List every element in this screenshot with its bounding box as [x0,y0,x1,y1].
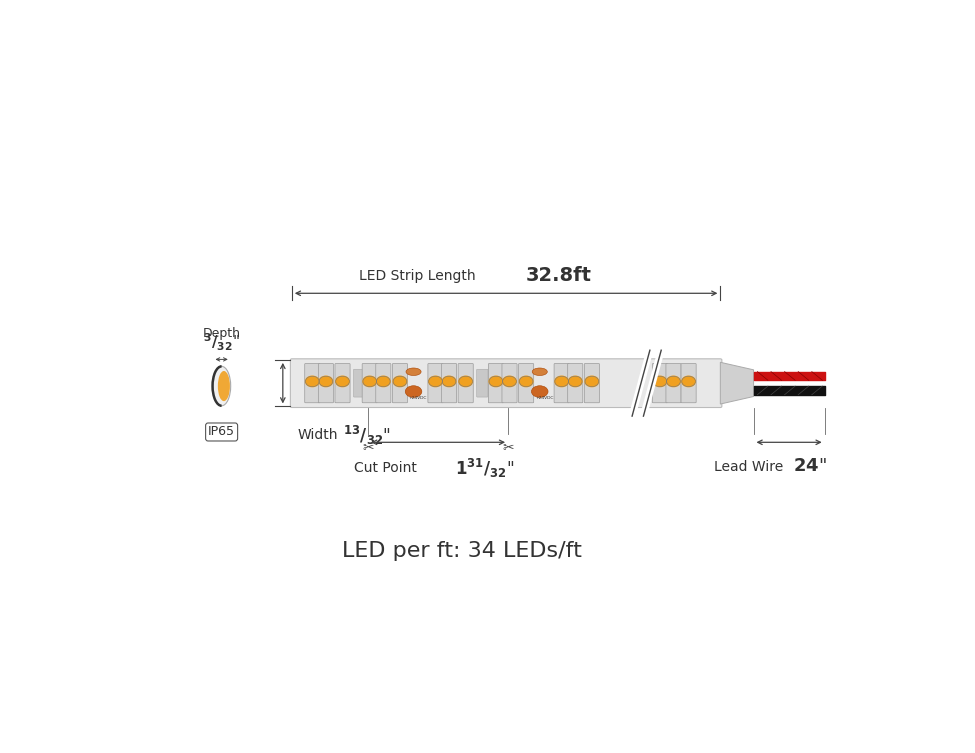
Ellipse shape [406,368,421,376]
Circle shape [503,376,517,386]
Text: LED Strip Length: LED Strip Length [359,269,476,283]
Text: ✂: ✂ [363,441,374,455]
Text: $\mathbf{1^{31}/_{32}}$": $\mathbf{1^{31}/_{32}}$" [455,457,515,480]
Circle shape [585,376,599,386]
Circle shape [335,376,349,386]
FancyBboxPatch shape [567,364,583,403]
FancyBboxPatch shape [291,359,722,407]
Circle shape [429,376,443,386]
FancyBboxPatch shape [354,369,365,397]
FancyBboxPatch shape [428,364,443,403]
FancyBboxPatch shape [335,364,350,403]
FancyBboxPatch shape [681,364,696,403]
Circle shape [568,376,582,386]
FancyBboxPatch shape [458,364,473,403]
Circle shape [667,376,681,386]
Ellipse shape [532,368,547,376]
Ellipse shape [531,386,548,398]
Circle shape [393,376,407,386]
Circle shape [555,376,568,386]
Circle shape [376,376,390,386]
Text: 32.8ft: 32.8ft [526,267,592,285]
Polygon shape [721,362,754,404]
FancyBboxPatch shape [375,364,391,403]
Ellipse shape [217,371,230,401]
Text: ✂: ✂ [502,441,514,455]
Text: Lead Wire: Lead Wire [714,459,783,474]
FancyBboxPatch shape [488,364,503,403]
Text: Cut Point: Cut Point [354,461,417,475]
Circle shape [520,376,533,386]
Circle shape [305,376,319,386]
Text: +24VDC: +24VDC [535,396,554,400]
Ellipse shape [406,386,422,398]
Ellipse shape [213,367,231,406]
FancyBboxPatch shape [554,364,569,403]
Text: +24VDC: +24VDC [409,396,427,400]
Text: Width: Width [298,428,338,443]
FancyBboxPatch shape [305,364,320,403]
Circle shape [489,376,503,386]
FancyBboxPatch shape [584,364,600,403]
Circle shape [682,376,695,386]
Text: LED per ft: 34 LEDs/ft: LED per ft: 34 LEDs/ft [342,541,582,561]
FancyBboxPatch shape [519,364,533,403]
Circle shape [459,376,473,386]
Text: $\mathbf{24}$": $\mathbf{24}$" [794,457,827,475]
Circle shape [653,376,667,386]
Circle shape [443,376,456,386]
Text: $\mathbf{^{13}/_{32}}$": $\mathbf{^{13}/_{32}}$" [343,424,391,447]
FancyBboxPatch shape [362,364,377,403]
FancyBboxPatch shape [666,364,681,403]
FancyBboxPatch shape [318,364,333,403]
FancyBboxPatch shape [652,364,668,403]
FancyBboxPatch shape [502,364,517,403]
FancyBboxPatch shape [392,364,408,403]
FancyBboxPatch shape [442,364,456,403]
Text: Depth: Depth [203,327,241,340]
FancyBboxPatch shape [477,369,488,397]
Circle shape [363,376,376,386]
Text: $\mathbf{^3/_{32}}$": $\mathbf{^3/_{32}}$" [203,331,240,353]
Circle shape [319,376,332,386]
Text: IP65: IP65 [208,425,235,438]
